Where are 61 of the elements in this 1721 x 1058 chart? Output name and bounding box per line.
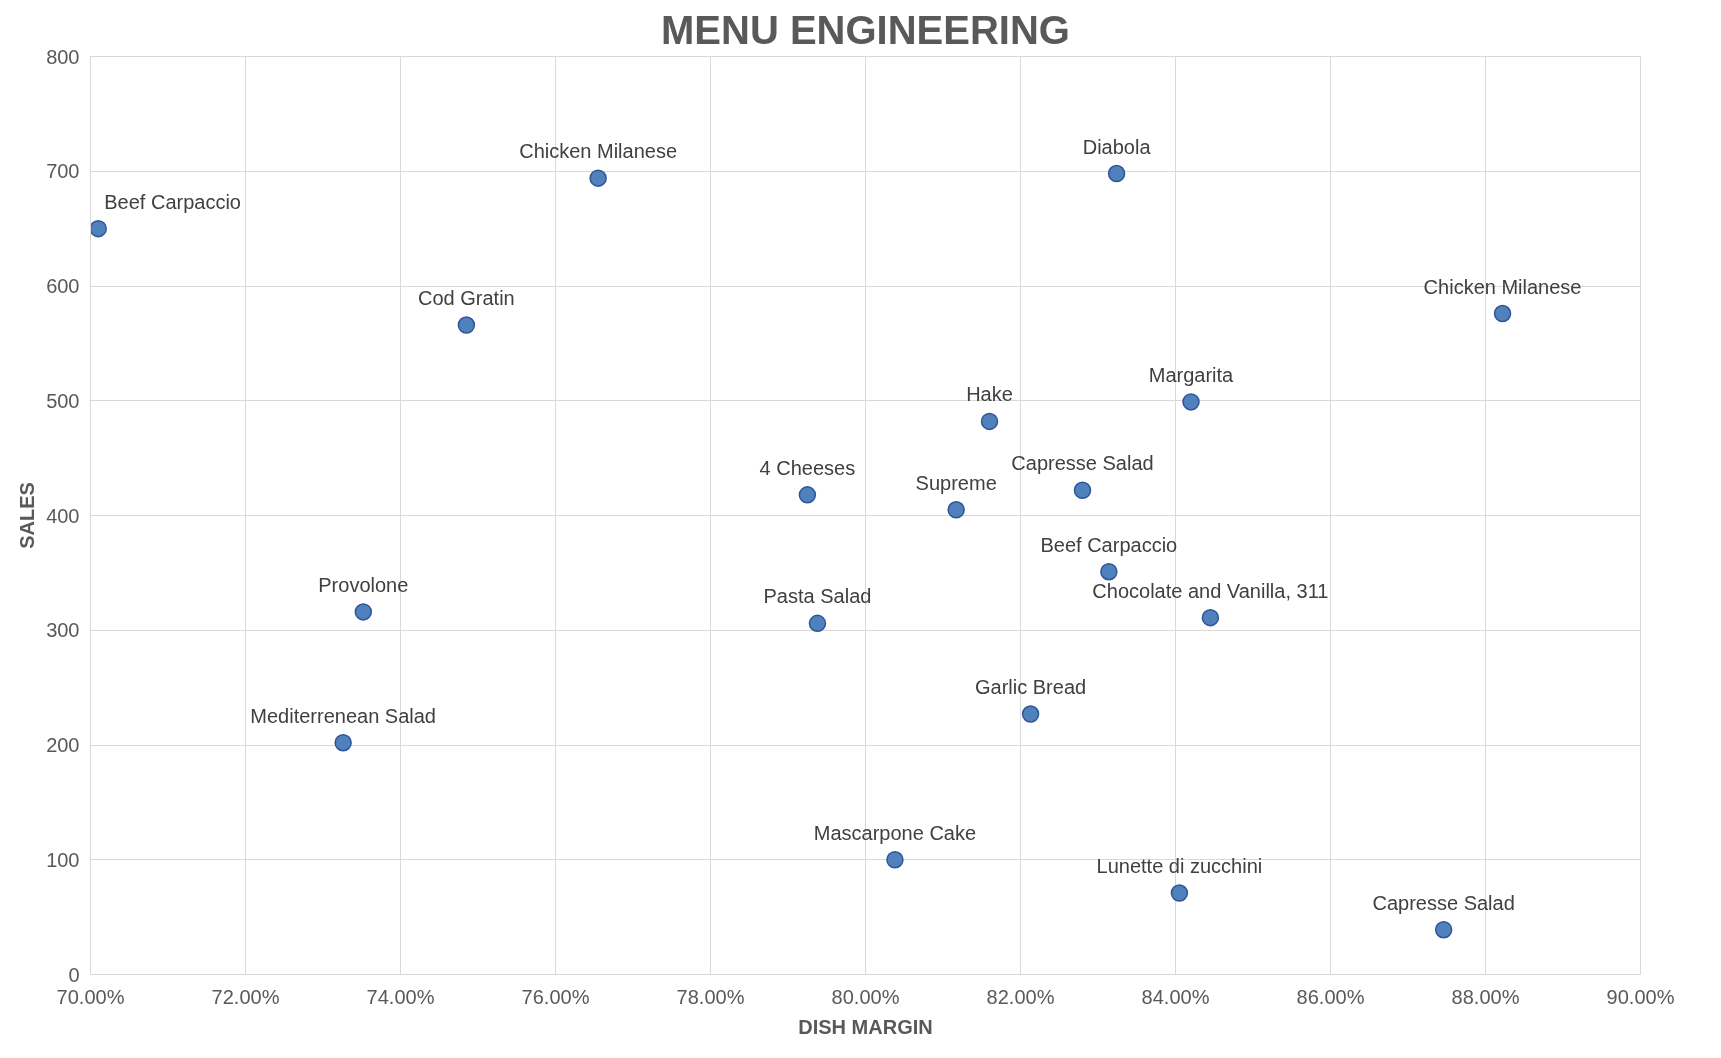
point — [1434, 921, 1453, 939]
point — [980, 412, 999, 431]
y-tick-label: 700 — [46, 160, 80, 183]
x-tick-label: 88.00% — [1451, 985, 1520, 1008]
annotation: Capresse Salad — [1011, 452, 1154, 475]
point — [457, 316, 476, 334]
x-tick-label: 76.00% — [521, 985, 590, 1008]
point — [90, 219, 107, 238]
x-tick-label: 82.00% — [986, 985, 1055, 1008]
annotation: Hake — [966, 383, 1013, 406]
point — [1493, 304, 1512, 323]
annotation: 4 Cheeses — [759, 456, 856, 479]
annotation: Beef Carpaccio — [104, 190, 241, 213]
point — [1107, 164, 1126, 183]
y-tick-label: 800 — [46, 45, 80, 68]
point — [886, 851, 904, 869]
annotation: Chicken Milanese — [519, 140, 678, 163]
x-tick-label: 84.00% — [1141, 985, 1210, 1008]
x-tick-label: 78.00% — [676, 985, 745, 1008]
point — [1170, 884, 1189, 902]
point — [798, 486, 817, 504]
annotation: Chicken Milanese — [1423, 275, 1582, 298]
point — [1201, 608, 1220, 627]
x-tick-label: 74.00% — [366, 985, 435, 1008]
point — [947, 501, 965, 519]
y-axis-title: SALES — [16, 482, 39, 549]
y-tick-label: 500 — [46, 389, 80, 412]
x-tick-label: 86.00% — [1296, 985, 1365, 1008]
point — [334, 733, 352, 752]
annotation: Beef Carpaccio — [1040, 533, 1178, 556]
point — [1100, 562, 1118, 581]
annotation: Chocolate and Vanilla, 311 — [1092, 579, 1329, 602]
y-tick-label: 300 — [46, 619, 80, 642]
y-tick-label: 200 — [46, 734, 80, 756]
annotation: Provolone — [318, 573, 409, 596]
annotation: Capresse Salad — [1372, 891, 1515, 914]
annotation: Mediterrenean Salad — [250, 704, 436, 727]
chart-title: MENU ENGINEERING — [661, 7, 1070, 52]
annotation: Mascarpone Cake — [813, 821, 977, 844]
y-tick-label: 400 — [46, 504, 80, 527]
point — [1021, 705, 1040, 723]
point — [808, 614, 827, 633]
point — [354, 603, 373, 621]
x-tick-label: 70.00% — [56, 985, 125, 1008]
x-tick-label: 80.00% — [831, 985, 900, 1008]
y-tick-label: 100 — [46, 848, 80, 871]
annotation: Pasta Salad — [763, 585, 872, 608]
annotation: Cod Gratin — [418, 287, 515, 310]
point — [589, 169, 607, 187]
x-axis-title: DISH MARGIN — [798, 1015, 933, 1038]
point — [1182, 393, 1200, 411]
y-tick-label: 600 — [46, 275, 80, 297]
annotation: Supreme — [915, 471, 997, 494]
y-tick-label: 0 — [68, 963, 80, 986]
annotation: Lunette di zucchini — [1096, 855, 1263, 878]
annotation: Margarita — [1148, 363, 1235, 386]
annotation: Garlic Bread — [975, 676, 1087, 699]
annotation: Diabola — [1082, 135, 1152, 158]
point — [1073, 481, 1092, 499]
x-tick-label: 90.00% — [1606, 985, 1675, 1008]
x-tick-label: 72.00% — [211, 985, 280, 1008]
